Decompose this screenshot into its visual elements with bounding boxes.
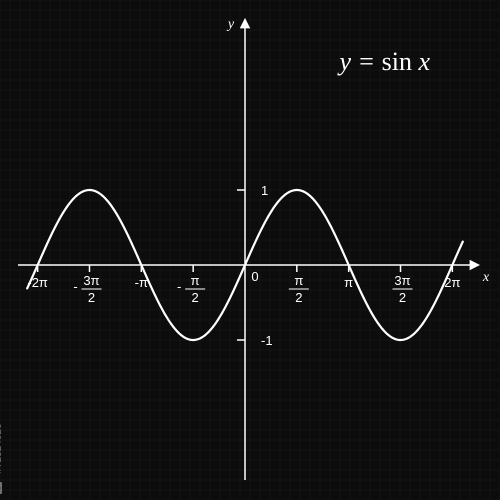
stock-watermark: #72324026 — [0, 423, 6, 494]
chart-canvas: xy01-1-2π-3π2-π-π2π2π3π22πy = sin x — [0, 0, 500, 500]
watermark-id: #72324026 — [0, 423, 4, 473]
x-tick-label: π — [344, 275, 353, 290]
equation-title: y = sin x — [337, 47, 431, 76]
y-tick-label: 1 — [261, 183, 268, 198]
svg-text:2: 2 — [399, 290, 406, 305]
y-tick-label: -1 — [261, 333, 273, 348]
svg-text:2: 2 — [88, 290, 95, 305]
origin-label: 0 — [251, 269, 258, 284]
svg-text:-: - — [73, 279, 77, 294]
x-axis-label: x — [482, 270, 490, 285]
camera-icon — [0, 482, 2, 494]
svg-text:-: - — [177, 279, 181, 294]
svg-text:2: 2 — [295, 290, 302, 305]
svg-text:π: π — [191, 273, 200, 288]
sine-chart: xy01-1-2π-3π2-π-π2π2π3π22πy = sin x #723… — [0, 0, 500, 500]
y-axis-label: y — [226, 17, 235, 32]
svg-text:2: 2 — [192, 290, 199, 305]
svg-text:3π: 3π — [83, 273, 99, 288]
svg-text:3π: 3π — [394, 273, 410, 288]
svg-text:π: π — [294, 273, 303, 288]
